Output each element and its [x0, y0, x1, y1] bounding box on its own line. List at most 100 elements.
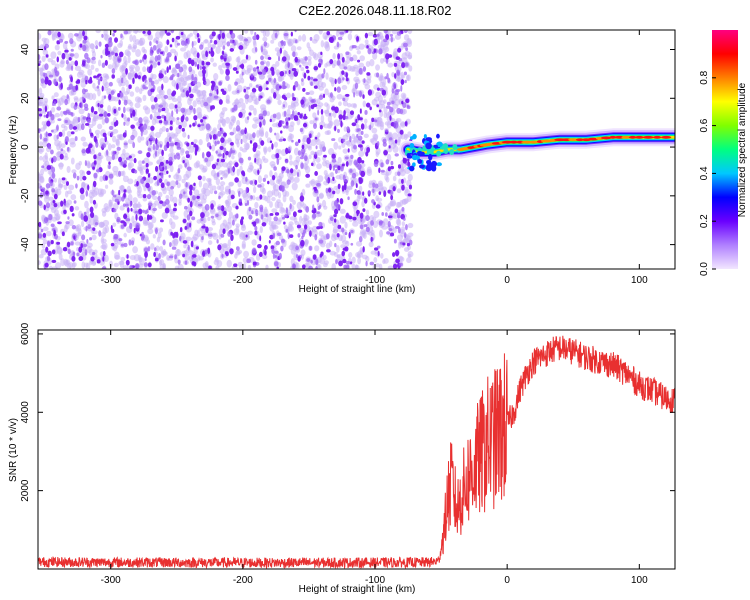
noise-mark — [97, 59, 102, 67]
noise-mark — [395, 56, 401, 61]
noise-mark — [314, 136, 318, 140]
noise-mark — [281, 216, 286, 220]
noise-mark — [57, 247, 63, 254]
noise-mark — [190, 141, 194, 145]
signal-core — [652, 135, 662, 139]
noise-mark — [73, 235, 76, 240]
noise-mark — [325, 187, 329, 194]
noise-mark — [322, 239, 327, 245]
noise-mark — [176, 142, 181, 149]
noise-mark — [240, 224, 247, 232]
noise-mark — [56, 134, 59, 140]
noise-mark — [46, 120, 51, 127]
noise-mark — [53, 134, 58, 142]
noise-mark — [153, 251, 157, 258]
colorbar-ticks: 0.00.20.40.60.8 — [699, 70, 716, 276]
noise-mark — [203, 101, 209, 107]
noise-mark — [225, 200, 230, 208]
noise-mark — [155, 40, 159, 45]
noise-mark — [394, 139, 398, 144]
noise-mark — [302, 122, 308, 128]
noise-mark — [277, 148, 282, 155]
noise-mark — [257, 71, 263, 75]
noise-mark — [251, 210, 254, 215]
noise-mark — [64, 119, 68, 124]
noise-mark — [342, 100, 349, 107]
noise-mark — [180, 107, 186, 113]
snr-y-tick-label: 2000 — [20, 479, 31, 502]
noise-mark — [157, 195, 161, 202]
noise-mark — [289, 168, 294, 174]
noise-mark — [329, 36, 334, 44]
noise-mark — [357, 163, 362, 171]
noise-mark — [208, 50, 211, 54]
noise-mark — [294, 30, 297, 33]
noise-mark — [248, 83, 253, 88]
noise-mark — [101, 85, 104, 92]
noise-mark — [390, 165, 395, 170]
noise-mark — [178, 66, 184, 73]
noise-mark — [376, 116, 382, 122]
spectrogram-y-axis-label: Frequency (Hz) — [8, 116, 19, 185]
noise-mark — [396, 188, 402, 194]
noise-mark — [49, 145, 52, 150]
noise-mark — [56, 241, 61, 245]
noise-mark — [92, 180, 97, 188]
noise-mark — [264, 206, 268, 214]
spectrogram-y-tick-label: 20 — [20, 92, 31, 104]
noise-mark — [240, 138, 243, 145]
noise-mark — [280, 130, 283, 134]
noise-mark — [139, 123, 143, 127]
noise-mark — [183, 191, 186, 195]
noise-mark — [182, 114, 185, 121]
noise-mark — [66, 165, 71, 174]
noise-mark — [170, 48, 177, 54]
noise-mark — [183, 51, 189, 60]
noise-mark — [396, 31, 402, 36]
noise-mark — [78, 108, 85, 115]
noise-mark — [123, 232, 127, 238]
noise-mark — [283, 183, 289, 189]
noise-mark — [408, 65, 413, 72]
noise-mark — [176, 174, 182, 182]
noise-mark — [136, 180, 139, 187]
signal-core — [634, 135, 644, 139]
noise-mark — [231, 155, 235, 160]
noise-mark — [80, 220, 85, 228]
noise-mark — [74, 65, 82, 72]
noise-mark — [92, 251, 96, 256]
noise-mark — [54, 66, 58, 74]
noise-mark — [65, 181, 69, 186]
spectrogram-y-tick-label: -40 — [20, 237, 31, 252]
noise-mark — [392, 186, 396, 192]
noise-mark — [266, 111, 271, 117]
noise-mark — [73, 104, 78, 110]
noise-mark — [307, 55, 312, 61]
noise-mark — [324, 88, 329, 96]
noise-mark — [373, 38, 378, 46]
noise-mark — [286, 92, 291, 99]
noise-mark — [279, 47, 283, 54]
noise-mark — [175, 249, 182, 257]
noise-mark — [383, 106, 388, 114]
noise-mark — [215, 213, 219, 218]
noise-mark — [260, 140, 265, 146]
noise-mark — [363, 133, 369, 139]
noise-mark — [160, 182, 165, 189]
noise-mark — [246, 116, 250, 120]
noise-mark — [395, 251, 399, 257]
noise-mark — [379, 229, 383, 238]
noise-mark — [204, 249, 208, 255]
noise-mark — [299, 127, 304, 133]
noise-mark — [70, 241, 74, 246]
noise-mark — [361, 140, 365, 144]
signal-spread-mark — [416, 150, 423, 157]
noise-mark — [73, 200, 77, 204]
noise-mark — [202, 262, 209, 269]
noise-mark — [162, 107, 166, 112]
noise-mark — [72, 126, 78, 130]
noise-mark — [168, 174, 171, 178]
noise-mark — [353, 64, 359, 69]
noise-mark — [87, 68, 93, 76]
